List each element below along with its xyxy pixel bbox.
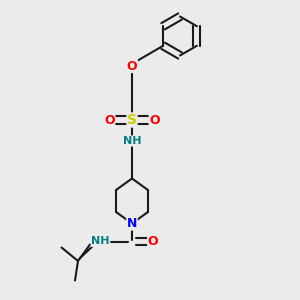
Text: O: O	[127, 59, 137, 73]
Text: NH: NH	[123, 136, 141, 146]
Text: O: O	[148, 235, 158, 248]
Text: NH: NH	[91, 236, 110, 247]
Text: O: O	[149, 113, 160, 127]
Text: O: O	[104, 113, 115, 127]
Text: S: S	[127, 113, 137, 127]
Text: N: N	[127, 217, 137, 230]
